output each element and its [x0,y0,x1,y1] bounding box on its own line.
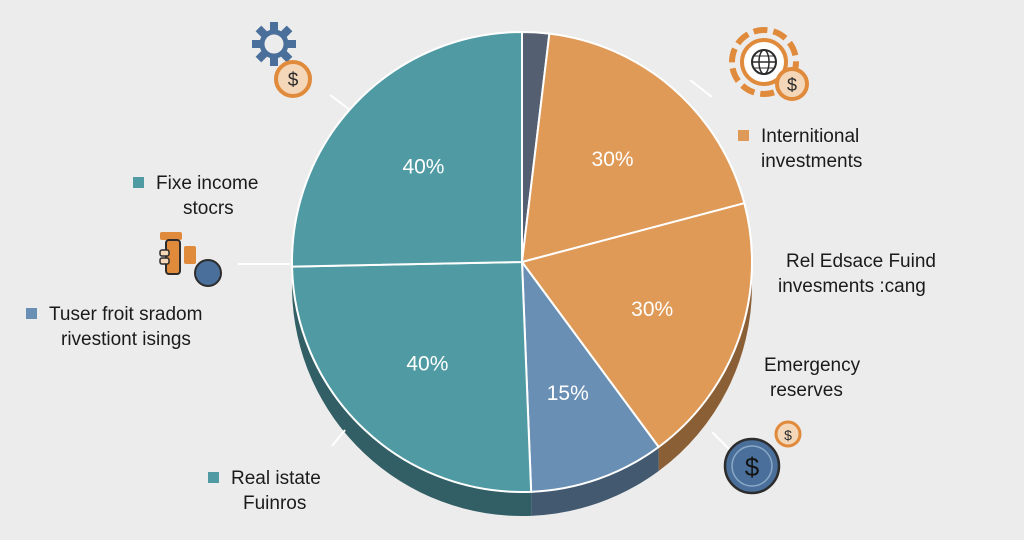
legend-entry-trust-fund: Tuser froit sradom rivestiont isings [26,302,202,352]
legend-swatch [26,308,37,319]
dollar-glyph: $ [745,452,760,482]
legend-label: Fixe income [156,173,259,194]
legend-label-line2: invesments :cang [778,276,926,297]
legend-entry-international: Internitional investments [738,124,862,174]
legend-entry-real-estate-fund: Rel Edsace Fuind invesments :cang [778,249,936,299]
legend-label-line2: rivestiont isings [61,329,191,350]
pie-slice-3 [521,261,660,493]
legend-label: Internitional [761,126,860,147]
legend-swatch [208,472,219,483]
slice-value-label: 15% [547,382,589,405]
leader-line [331,429,346,447]
slice-value-label: 30% [592,148,634,171]
leader-line [711,431,731,451]
legend-label: Tuser froit sradom [49,304,203,325]
legend-label-line2: reserves [770,380,843,401]
dollar-coin-icon: $ $ [723,420,802,495]
leader-lines [238,79,731,451]
pie-slice-side [292,266,532,516]
pie-slice-1 [521,32,746,263]
pie-slice-side [658,262,752,471]
pie-slice-5 [291,31,523,268]
slice-value-label: 30% [631,298,673,321]
globe-dollar-icon: $ [729,27,809,101]
legend-label: Real istate [231,468,321,489]
legend-entry-emergency: Emergency reserves [764,353,860,403]
leader-line [329,94,351,111]
pie-slice-2 [521,202,753,448]
legend-entry-fixed-income: Fixe income stocrs [133,171,258,221]
gear-dollar-icon: $ [252,22,312,98]
slice-value-label: 40% [402,155,444,178]
dollar-glyph: $ [784,427,792,443]
legend-label: Emergency [764,355,861,376]
dollar-glyph: $ [787,75,797,95]
legend-label-line2: investments [761,151,863,172]
legend-label: Rel Edsace Fuind [786,251,936,272]
pie-slice-4 [291,261,533,493]
hand-coin-icon [159,232,222,287]
slice-value-label: 40% [406,352,448,375]
leader-line [689,79,713,98]
pie-layer: 30% 30% 15% 40% 40% [291,31,753,516]
dollar-glyph: $ [288,70,299,91]
legend-entry-real-estate: Real istate Fuinros [208,466,321,516]
legend-label-line2: stocrs [183,198,234,219]
legend-swatch [738,130,749,141]
legend-swatch [133,177,144,188]
legend-label-line2: Fuinros [243,493,307,514]
